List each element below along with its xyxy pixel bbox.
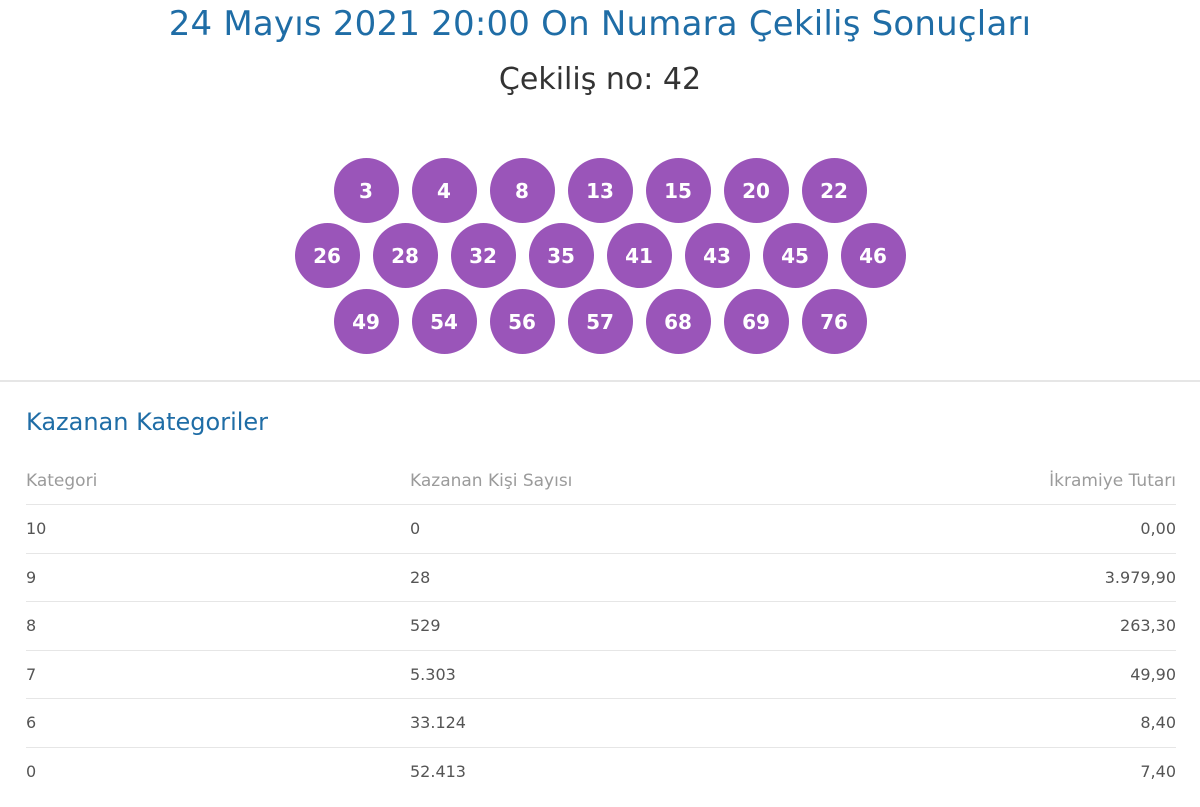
number-ball: 20 [723, 158, 789, 223]
number-ball: 43 [684, 223, 750, 288]
number-ball: 45 [762, 223, 828, 288]
number-ball: 15 [645, 158, 711, 223]
category-cell: 6 [26, 713, 37, 733]
number-ball: 57 [567, 289, 633, 354]
table-row: 9 28 3.979,90 [26, 552, 1176, 602]
number-ball: 56 [489, 289, 555, 354]
section-title: Kazanan Kategoriler [26, 408, 269, 436]
winner-count-cell: 33.124 [410, 713, 466, 733]
column-header-category: Kategori [26, 471, 98, 491]
number-ball: 76 [801, 289, 867, 354]
prize-cell: 0,00 [1140, 519, 1176, 539]
number-ball: 69 [723, 289, 789, 354]
table-row: 8 529 263,30 [26, 601, 1176, 650]
section-divider [0, 380, 1200, 382]
table-row: 6 33.124 8,40 [26, 698, 1176, 747]
winner-count-cell: 28 [410, 567, 431, 587]
page-title: 24 Mayıs 2021 20:00 On Numara Çekiliş So… [168, 4, 1032, 44]
prize-cell: 263,30 [1120, 616, 1176, 636]
table-row: 0 52.413 7,40 [26, 746, 1176, 796]
category-cell: 9 [26, 567, 37, 587]
column-header-prize: İkramiye Tutarı [1049, 471, 1176, 491]
number-ball: 49 [333, 289, 399, 354]
category-cell: 7 [26, 664, 37, 684]
winners-table: Kategori Kazanan Kişi Sayısı İkramiye Tu… [26, 458, 1176, 795]
table-header: Kategori Kazanan Kişi Sayısı İkramiye Tu… [26, 458, 1176, 504]
balls-row-3: 49 54 56 57 68 69 76 [0, 289, 1200, 354]
column-header-winner-count: Kazanan Kişi Sayısı [410, 471, 573, 491]
balls-row-2: 26 28 32 35 41 43 45 46 [0, 223, 1200, 288]
prize-cell: 49,90 [1130, 664, 1176, 684]
winner-count-cell: 529 [410, 616, 441, 636]
winner-count-cell: 5.303 [410, 664, 456, 684]
table-row: 10 0 0,00 [26, 504, 1176, 553]
number-ball: 22 [801, 158, 867, 223]
number-ball: 32 [450, 223, 516, 288]
number-ball: 35 [528, 223, 594, 288]
prize-cell: 8,40 [1140, 713, 1176, 733]
prize-cell: 3.979,90 [1104, 567, 1176, 587]
balls-row-1: 3 4 8 13 15 20 22 [0, 158, 1200, 223]
category-cell: 8 [26, 616, 37, 636]
number-ball: 54 [411, 289, 477, 354]
category-cell: 0 [26, 761, 37, 781]
number-ball: 4 [411, 158, 477, 223]
number-ball: 3 [333, 158, 399, 223]
table-row: 7 5.303 49,90 [26, 649, 1176, 699]
number-ball: 13 [567, 158, 633, 223]
winner-count-cell: 0 [410, 519, 421, 539]
number-ball: 8 [489, 158, 555, 223]
number-ball: 28 [372, 223, 438, 288]
number-ball: 41 [606, 223, 672, 288]
number-ball: 26 [294, 223, 360, 288]
prize-cell: 7,40 [1140, 761, 1176, 781]
draw-number: Çekiliş no: 42 [498, 62, 702, 97]
category-cell: 10 [26, 519, 47, 539]
number-ball: 46 [840, 223, 906, 288]
winner-count-cell: 52.413 [410, 761, 466, 781]
number-ball: 68 [645, 289, 711, 354]
